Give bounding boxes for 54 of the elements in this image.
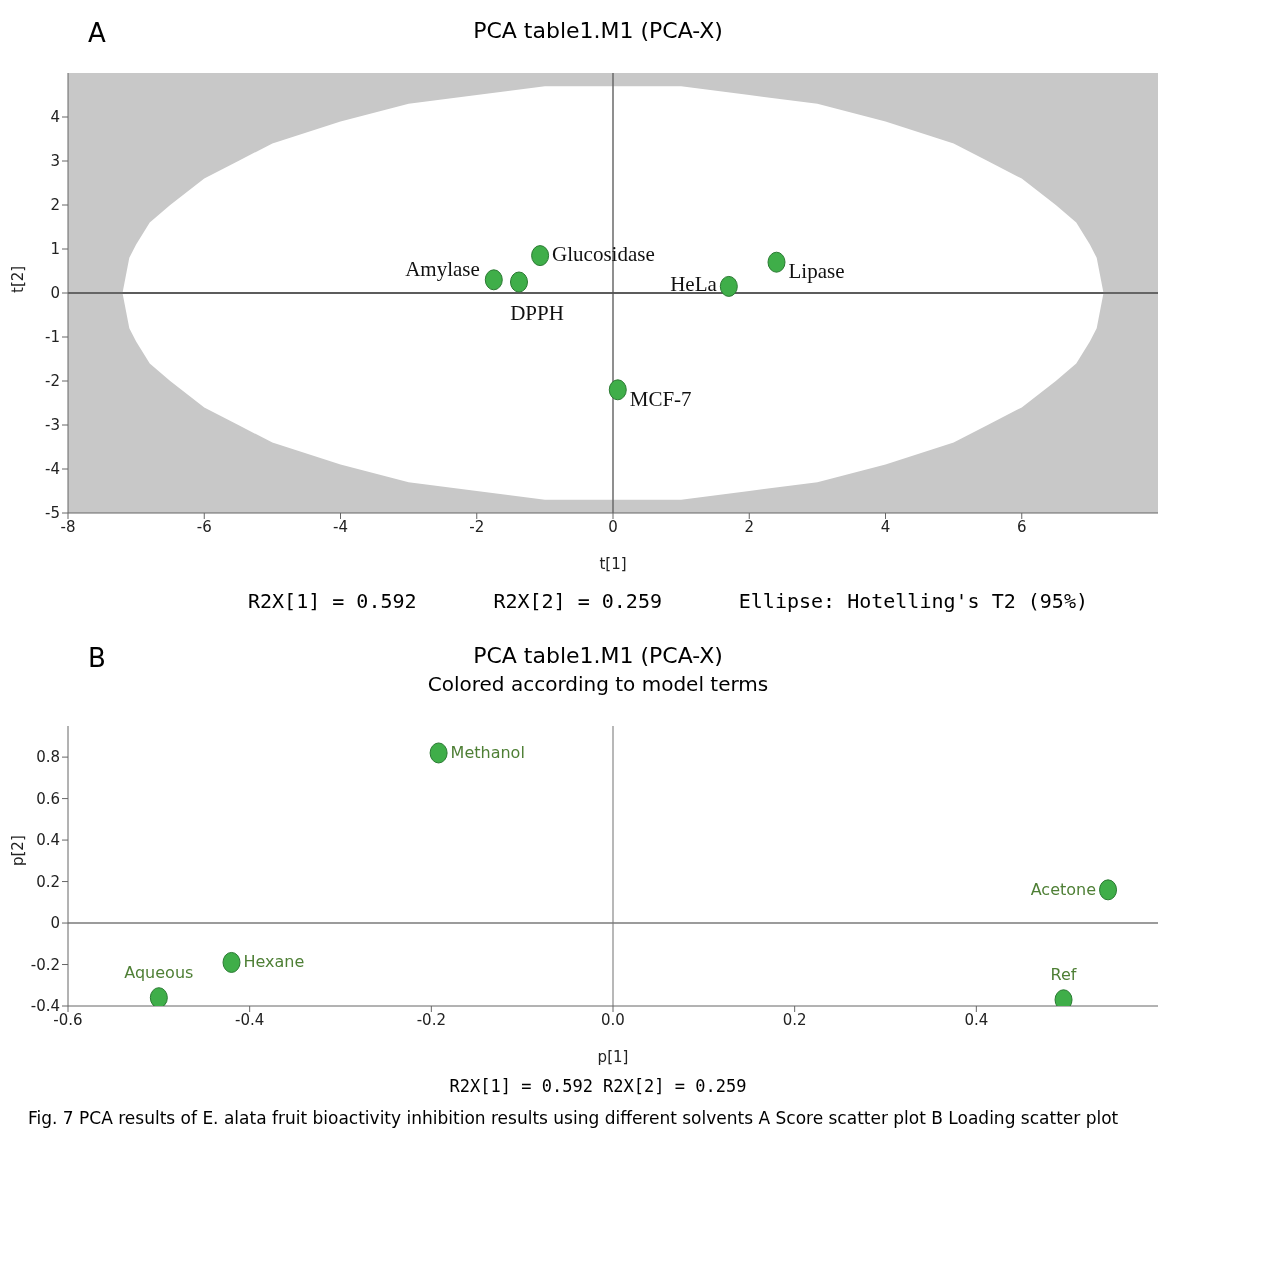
y-tick-label: 1 xyxy=(50,240,60,259)
series-label: Methanol xyxy=(450,742,525,762)
caption: Fig. 7 PCA results of E. alata fruit bioactivity inhibition results using different solvents A Score scatter plot B Loading scatter plot xyxy=(27,1108,1120,1128)
y-axis-title: t[2] xyxy=(9,265,28,293)
y-tick-label: 0 xyxy=(50,284,60,303)
y-tick-label: 0.8 xyxy=(36,748,60,767)
text: Ellipse: Hotelling's T2 (95%) xyxy=(738,589,1088,613)
y-tick-label: 0.4 xyxy=(36,831,60,850)
text: B xyxy=(88,643,106,673)
text: R2X[1] = 0.592 R2X[2] = 0.259 xyxy=(448,1076,748,1096)
x-tick-label: -6 xyxy=(196,517,212,536)
x-tick-label: 6 xyxy=(1016,517,1027,536)
y-tick-label: 4 xyxy=(50,108,60,127)
series-label: Lipase xyxy=(788,259,845,284)
x-tick-label: -2 xyxy=(469,517,485,536)
series-label: Amylase xyxy=(405,256,480,281)
text: R2X[2] = 0.259 xyxy=(493,589,662,613)
series-label: DPPH xyxy=(510,301,564,325)
y-tick-label: -4 xyxy=(45,460,60,479)
y-tick-label: -3 xyxy=(45,416,60,435)
x-tick-label: 0.0 xyxy=(601,1010,625,1029)
x-tick-label: 0.2 xyxy=(782,1010,807,1029)
series-label: Hexane xyxy=(243,952,305,972)
series-label: Aqueous xyxy=(124,962,194,982)
y-tick-label: -2 xyxy=(45,372,60,391)
series-label: Acetone xyxy=(1030,879,1097,899)
y-tick-label: 2 xyxy=(50,196,60,215)
x-tick-label: 0.4 xyxy=(964,1010,989,1029)
y-tick-label: -5 xyxy=(45,504,60,523)
x-tick-label: -0.2 xyxy=(416,1010,446,1029)
series-label: Ref xyxy=(1050,964,1077,984)
series-label: HeLa xyxy=(670,272,718,297)
chart-subtitle: Colored according to model terms xyxy=(426,672,770,696)
x-axis-title: p[1] xyxy=(597,1048,629,1066)
y-axis-title: p[2] xyxy=(9,835,28,866)
y-tick-label: 3 xyxy=(50,152,60,171)
chart-title: PCA table1.M1 (PCA-X) xyxy=(473,18,723,43)
series-label: MCF-7 xyxy=(629,386,692,411)
x-axis-title: t[1] xyxy=(599,555,627,573)
y-tick-label: 0.2 xyxy=(36,872,60,891)
x-tick-label: 4 xyxy=(880,517,891,536)
x-tick-label: -0.4 xyxy=(235,1010,265,1029)
y-tick-label: -1 xyxy=(45,328,60,347)
x-tick-label: -8 xyxy=(60,517,76,536)
text: A xyxy=(88,18,106,48)
x-tick-label: -4 xyxy=(333,517,348,536)
y-tick-label: 0 xyxy=(50,914,60,933)
y-tick-label: -0.2 xyxy=(30,955,60,974)
x-tick-label: 0 xyxy=(608,517,618,536)
chart-title: PCA table1.M1 (PCA-X) xyxy=(473,643,723,668)
text: R2X[1] = 0.592 xyxy=(248,589,417,613)
series-label: Glucosidase xyxy=(552,241,655,266)
x-tick-label: 2 xyxy=(744,517,755,536)
y-tick-label: 0.6 xyxy=(36,789,60,808)
